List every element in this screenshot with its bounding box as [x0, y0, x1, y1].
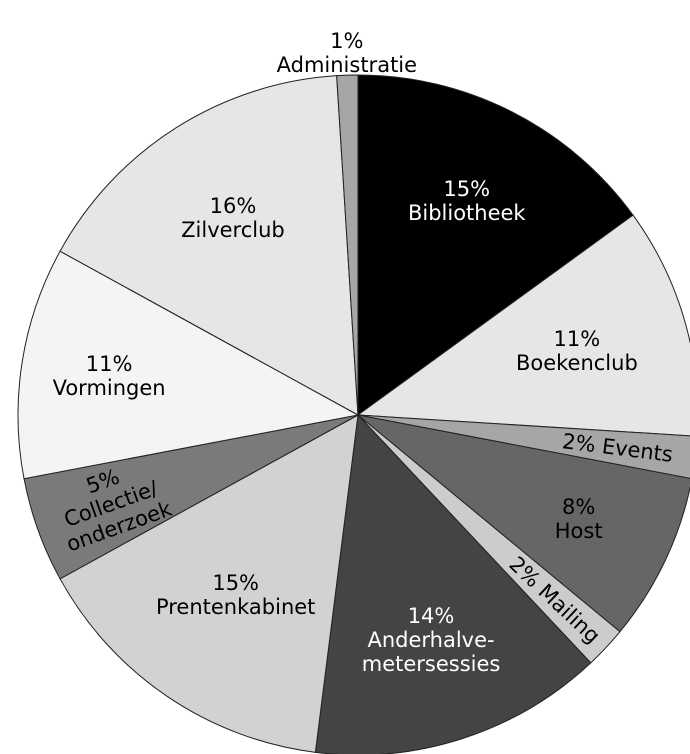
- category-label: Administratie: [276, 53, 418, 78]
- slice-label: 15% Prentenkabinet: [156, 571, 315, 619]
- value-label: 11%: [85, 351, 133, 376]
- category-label: Bibliotheek: [407, 201, 526, 226]
- slice-label: 15% Bibliotheek: [408, 177, 526, 225]
- slice-label: 1% Administratie: [277, 29, 417, 77]
- slice-label: 14% Anderhalve- metersessies: [362, 604, 501, 676]
- value-label: 16%: [209, 194, 257, 219]
- category-label: Zilverclub: [181, 218, 285, 243]
- pie-slice: [356, 214, 690, 437]
- value-label: 1%: [330, 29, 364, 54]
- value-label: 8%: [562, 494, 596, 519]
- category-label: Boekenclub: [515, 351, 638, 376]
- value-label: 14%: [407, 604, 455, 629]
- value-label: 15%: [212, 571, 260, 596]
- pie-slice: [17, 250, 360, 480]
- slice-label: 16% Zilverclub: [181, 194, 285, 242]
- category-label: Prentenkabinet: [155, 595, 316, 620]
- pie-slice: [357, 74, 634, 416]
- category-label: Host: [554, 518, 603, 543]
- pie-slice: [314, 413, 592, 754]
- slice-label: 8% Host: [555, 495, 603, 543]
- value-label: 2%: [561, 428, 598, 457]
- pie-slice: [59, 414, 359, 753]
- pie-slice: [357, 414, 690, 479]
- category-label: Vormingen: [52, 375, 166, 400]
- slice-label: 11% Boekenclub: [516, 327, 638, 375]
- category-label: Anderhalve- metersessies: [361, 628, 501, 677]
- pie-slice: [59, 75, 359, 416]
- pie-slice: [336, 74, 359, 416]
- value-label: 15%: [443, 177, 491, 202]
- value-label: 11%: [553, 327, 601, 352]
- slice-label: 11% Vormingen: [53, 352, 166, 400]
